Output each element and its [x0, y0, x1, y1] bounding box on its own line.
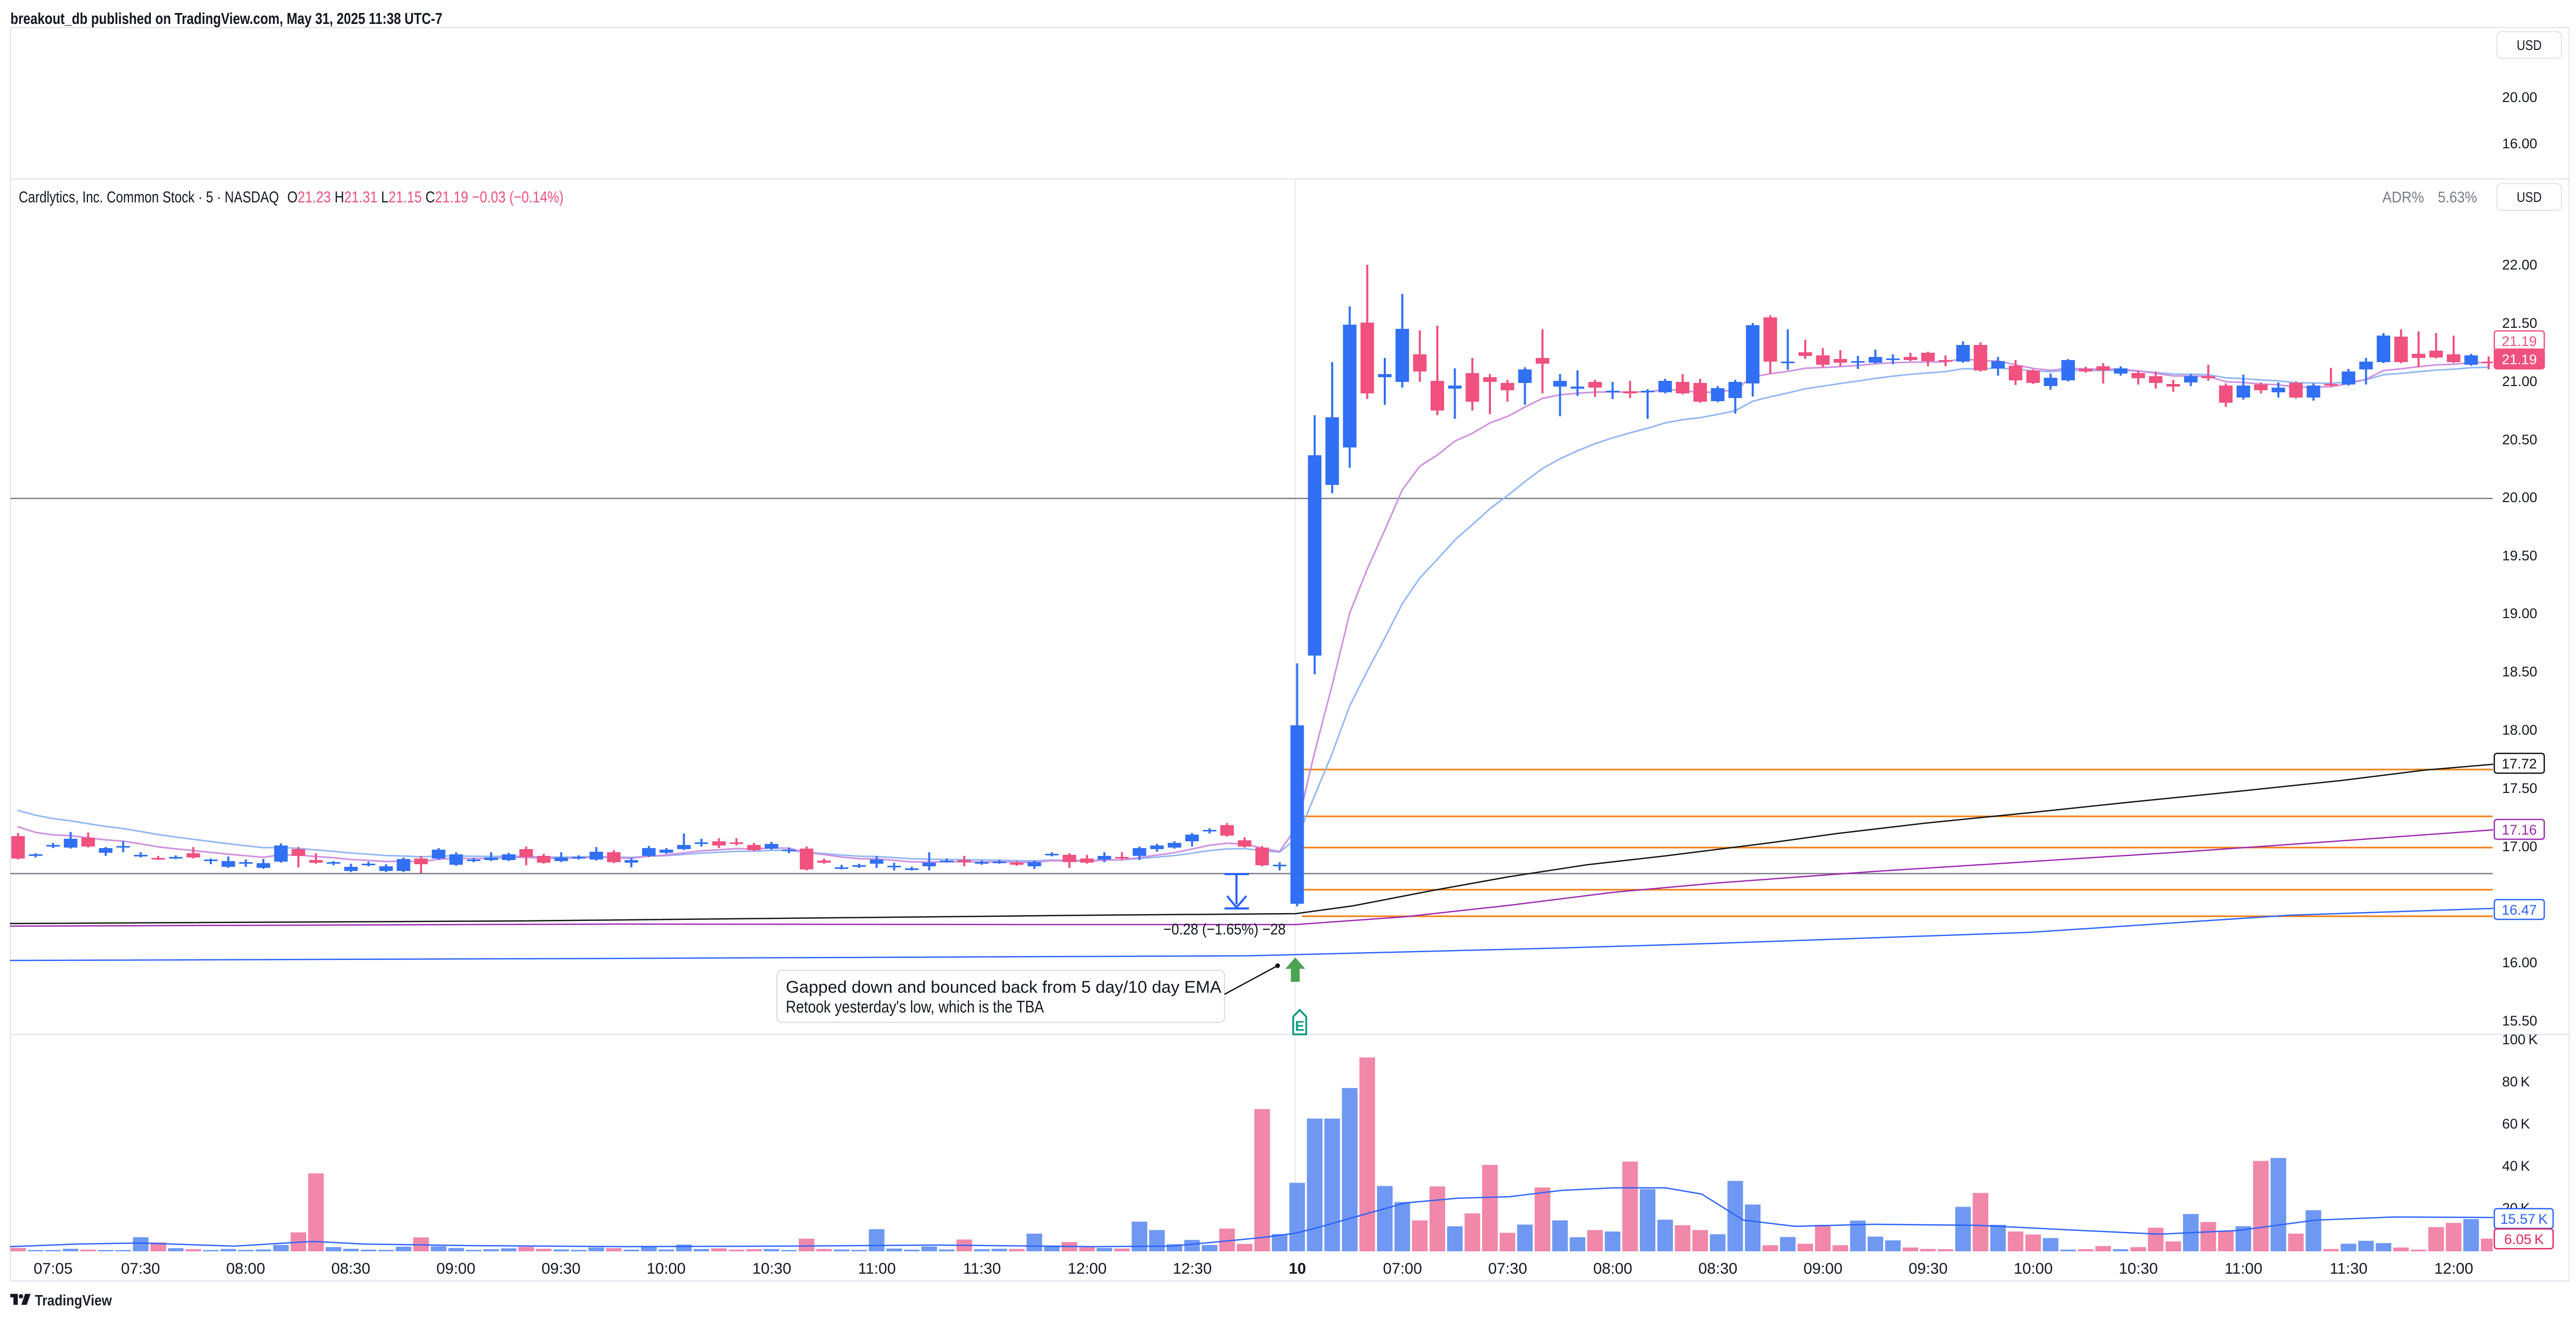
svg-text:10: 10: [1289, 1260, 1306, 1277]
svg-text:Gapped down and bounced back f: Gapped down and bounced back from 5 day/…: [786, 978, 1222, 996]
svg-text:12:00: 12:00: [2434, 1260, 2473, 1277]
svg-text:12:00: 12:00: [1067, 1260, 1106, 1277]
svg-text:breakout_db published on Tradi: breakout_db published on TradingView.com…: [10, 9, 442, 28]
svg-text:USD: USD: [2517, 37, 2542, 53]
svg-text:21.50: 21.50: [2502, 315, 2537, 331]
svg-text:08:00: 08:00: [1593, 1260, 1632, 1277]
svg-text:09:00: 09:00: [1803, 1260, 1842, 1277]
svg-text:17.00: 17.00: [2502, 839, 2537, 854]
svg-text:10:00: 10:00: [646, 1260, 685, 1277]
svg-text:10:00: 10:00: [2013, 1260, 2052, 1277]
svg-text:11:30: 11:30: [2330, 1260, 2368, 1277]
svg-text:07:30: 07:30: [1488, 1260, 1527, 1277]
svg-text:17.50: 17.50: [2502, 780, 2537, 796]
svg-text:16.47: 16.47: [2502, 902, 2537, 918]
svg-text:19.50: 19.50: [2502, 548, 2537, 563]
svg-text:22.00: 22.00: [2502, 257, 2537, 273]
svg-text:16.00: 16.00: [2502, 136, 2537, 151]
svg-text:07:05: 07:05: [33, 1260, 72, 1277]
svg-text:Retook yesterday's low, which: Retook yesterday's low, which is the TBA: [786, 997, 1044, 1016]
svg-text:19.00: 19.00: [2502, 606, 2537, 621]
svg-text:07:30: 07:30: [121, 1260, 160, 1277]
svg-text:−0.28 (−1.65%) −28: −0.28 (−1.65%) −28: [1164, 921, 1286, 938]
svg-text:08:30: 08:30: [1698, 1260, 1737, 1277]
svg-text:16.00: 16.00: [2502, 955, 2537, 970]
svg-text:11:00: 11:00: [858, 1260, 896, 1277]
svg-text:21.19: 21.19: [2502, 352, 2537, 367]
svg-text:USD: USD: [2517, 189, 2542, 205]
svg-text:20.00: 20.00: [2502, 89, 2537, 105]
svg-text:12:30: 12:30: [1172, 1260, 1212, 1277]
svg-text:08:30: 08:30: [331, 1260, 370, 1277]
svg-text:08:00: 08:00: [226, 1260, 265, 1277]
svg-text:17.72: 17.72: [2502, 756, 2537, 772]
svg-text:17.16: 17.16: [2502, 822, 2537, 838]
svg-text:11:00: 11:00: [2225, 1260, 2263, 1277]
svg-text:18.50: 18.50: [2502, 664, 2537, 680]
svg-text:E: E: [1295, 1018, 1304, 1034]
svg-text:Cardlytics, Inc. Common Stock: Cardlytics, Inc. Common Stock · 5 · NASD…: [19, 188, 279, 206]
svg-text:20.00: 20.00: [2502, 490, 2537, 505]
svg-text:09:00: 09:00: [436, 1260, 475, 1277]
svg-text:100 K: 100 K: [2502, 1032, 2537, 1047]
svg-text:ADR% 5.63%: ADR% 5.63%: [2382, 189, 2477, 206]
svg-text:21.00: 21.00: [2502, 374, 2537, 389]
svg-text:20.50: 20.50: [2502, 432, 2537, 447]
svg-text:40 K: 40 K: [2502, 1158, 2530, 1174]
svg-text:15.57 K: 15.57 K: [2501, 1211, 2548, 1227]
svg-text:O21.23 H21.31 L21.15 C21.19 −0: O21.23 H21.31 L21.15 C21.19 −0.03 (−0.14…: [287, 188, 564, 206]
svg-text:09:30: 09:30: [541, 1260, 580, 1277]
svg-text:10:30: 10:30: [2119, 1260, 2158, 1277]
svg-text:21.19: 21.19: [2502, 334, 2537, 349]
svg-text:10:30: 10:30: [752, 1260, 791, 1277]
svg-text:18.00: 18.00: [2502, 722, 2537, 738]
svg-text:09:30: 09:30: [1908, 1260, 1947, 1277]
svg-text:6.05 K: 6.05 K: [2504, 1232, 2544, 1247]
svg-text:TradingView: TradingView: [35, 1292, 112, 1309]
svg-text:07:00: 07:00: [1383, 1260, 1422, 1277]
svg-text:11:30: 11:30: [963, 1260, 1001, 1277]
svg-text:60 K: 60 K: [2502, 1116, 2530, 1132]
svg-text:80 K: 80 K: [2502, 1074, 2530, 1090]
svg-text:15.50: 15.50: [2502, 1013, 2537, 1029]
